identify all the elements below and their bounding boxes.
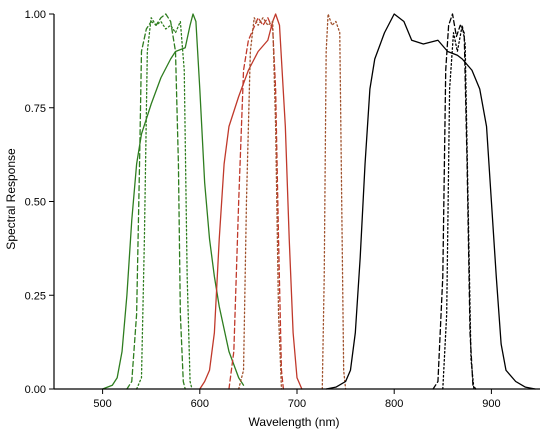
x-tick-label: 500 bbox=[93, 398, 111, 410]
y-tick-label: 0.00 bbox=[25, 384, 46, 396]
series-line-4 bbox=[199, 13, 303, 390]
y-tick-label: 0.50 bbox=[25, 197, 46, 209]
x-axis-title: Wavelength (nm) bbox=[249, 415, 340, 429]
series-line-8 bbox=[325, 13, 536, 390]
y-tick-label: 0.75 bbox=[25, 103, 46, 115]
series-line-1 bbox=[101, 13, 245, 390]
x-tick-label: 700 bbox=[288, 398, 306, 410]
y-axis-title: Spectral Response bbox=[4, 148, 18, 250]
y-tick-label: 1.00 bbox=[25, 9, 46, 21]
series-line-9 bbox=[432, 13, 477, 390]
plot-area bbox=[101, 13, 536, 390]
series-line-10 bbox=[442, 24, 475, 390]
series-line-7 bbox=[321, 13, 347, 390]
series-line-2 bbox=[126, 13, 186, 390]
series-line-6 bbox=[238, 17, 283, 390]
y-tick-label: 0.25 bbox=[25, 290, 46, 302]
series-line-5 bbox=[228, 17, 285, 390]
series-line-3 bbox=[135, 17, 193, 390]
x-tick-label: 900 bbox=[482, 398, 500, 410]
x-tick-label: 800 bbox=[385, 398, 403, 410]
x-tick-label: 600 bbox=[191, 398, 209, 410]
axes: 500 600 700 800 900 0.00 0.25 0.50 0.75 1.00 bbox=[25, 9, 540, 410]
